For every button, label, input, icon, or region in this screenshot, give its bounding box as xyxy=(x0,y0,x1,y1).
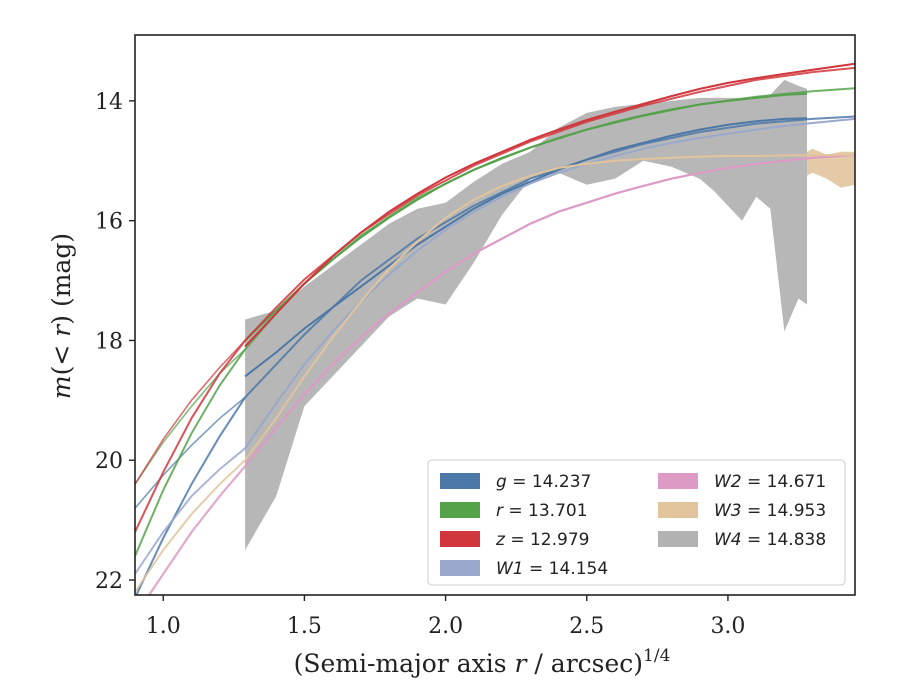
data-line-z xyxy=(244,62,855,348)
legend-label-z: z = 12.979 xyxy=(495,530,589,550)
y-tick-label: 16 xyxy=(95,210,123,235)
data-line-W2 xyxy=(244,153,855,467)
x-tick-label: 2.0 xyxy=(428,614,463,639)
x-axis-label: (Semi-major axis r / arcsec)1/4 xyxy=(294,646,671,678)
legend-label-W3: W3 = 14.953 xyxy=(714,501,826,521)
model-line-g-model-alt xyxy=(135,396,246,509)
model-line-z xyxy=(135,66,855,533)
model-line-z-model-alt xyxy=(135,339,246,485)
x-tick-label: 1.0 xyxy=(146,614,181,639)
model-line-r-model-alt xyxy=(135,348,246,485)
data-line-W1 xyxy=(244,117,855,449)
legend: g = 14.237 r = 13.701 z = 12.979 W1 = 14.15… xyxy=(427,459,846,586)
y-tick-label: 22 xyxy=(95,569,123,594)
data-line-g xyxy=(244,117,808,378)
x-tick-label: 1.5 xyxy=(287,614,322,639)
plot-frame xyxy=(134,34,856,596)
legend-swatch-g xyxy=(440,473,480,489)
legend-swatch-W1 xyxy=(440,560,480,576)
model-line-W1 xyxy=(135,447,246,575)
legend-swatch-W2 xyxy=(658,473,698,489)
y-axis-label: m(< r) (mag) xyxy=(47,233,76,399)
y-tick-label: 14 xyxy=(95,90,123,115)
data-line-W3 xyxy=(244,153,855,461)
data-line-r xyxy=(244,92,808,342)
legend-label-W1: W1 = 14.154 xyxy=(496,559,608,579)
legend-swatch-W3 xyxy=(658,502,698,518)
profile-lines xyxy=(135,62,855,595)
y-axis-ticks: 14 16 18 20 22 xyxy=(95,90,135,594)
legend-frame xyxy=(427,459,846,586)
legend-swatch-z xyxy=(440,531,480,547)
band-W3-band xyxy=(807,148,855,188)
legend-label-W2: W2 = 14.671 xyxy=(714,472,826,492)
model-line-g xyxy=(135,115,855,595)
legend-label-g: g = 14.237 xyxy=(496,472,591,492)
x-tick-label: 2.5 xyxy=(569,614,604,639)
legend-label-r: r = 13.701 xyxy=(496,501,588,521)
legend-swatch-r xyxy=(440,502,480,518)
uncertainty-bands xyxy=(245,79,855,551)
x-tick-label: 3.0 xyxy=(710,614,745,639)
model-line-W2 xyxy=(147,465,246,595)
band-W4 xyxy=(245,79,808,551)
model-line-W3 xyxy=(135,459,246,593)
legend-label-W4: W4 = 14.838 xyxy=(714,530,826,550)
x-axis-ticks: 1.0 1.5 2.0 2.5 3.0 xyxy=(146,595,745,639)
y-tick-label: 20 xyxy=(95,449,123,474)
legend-swatch-W4 xyxy=(658,531,698,547)
y-tick-label: 18 xyxy=(95,329,123,354)
